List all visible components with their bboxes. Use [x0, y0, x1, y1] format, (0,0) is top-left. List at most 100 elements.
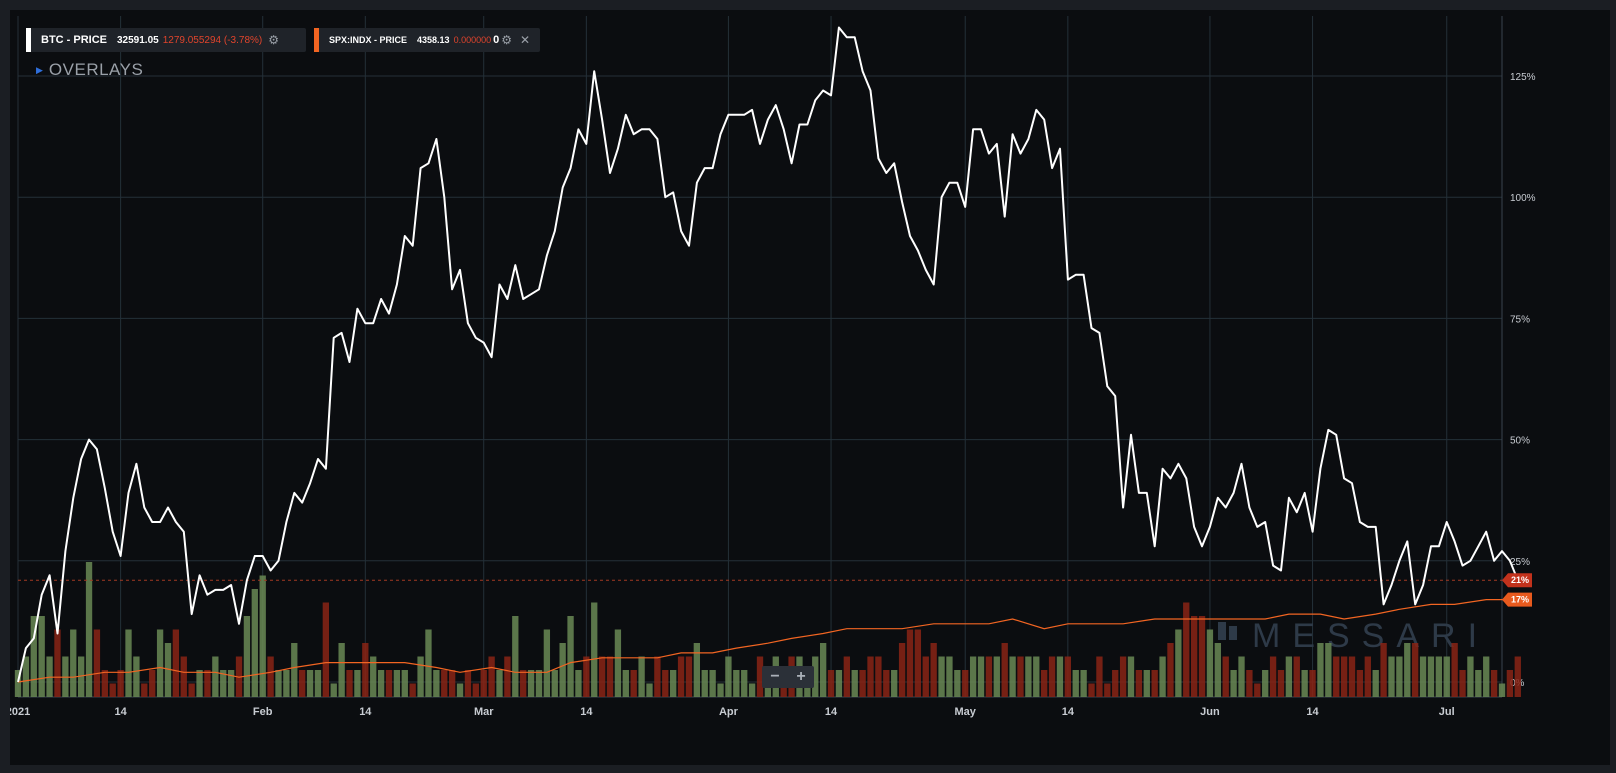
volume-bar — [677, 656, 685, 697]
volume-bar — [212, 656, 219, 697]
volume-bar — [685, 656, 693, 697]
btc-value-badge-text: 21% — [1511, 575, 1529, 585]
volume-bar — [1388, 656, 1395, 697]
volume-bar — [946, 656, 953, 697]
volume-bar — [267, 656, 274, 697]
volume-bar — [1238, 656, 1245, 697]
volume-bar — [1183, 602, 1190, 697]
volume-bar — [456, 683, 464, 697]
spx-price-line — [17, 599, 1518, 683]
volume-bar — [622, 670, 629, 697]
x-tick-label: Jun — [1200, 706, 1220, 718]
volume-bar — [630, 670, 637, 697]
volume-bar — [851, 670, 858, 697]
volume-bar — [251, 589, 258, 697]
volume-bar — [488, 656, 495, 697]
volume-bar — [1190, 616, 1198, 697]
volume-bar — [567, 616, 574, 697]
volume-bar — [472, 683, 479, 697]
volume-bar — [1451, 643, 1458, 697]
y-tick-label: 25% — [1510, 557, 1530, 568]
overlays-toggle[interactable]: ▶ OVERLAYS — [36, 60, 143, 80]
volume-bar — [1017, 656, 1024, 697]
volume-bar — [1475, 670, 1482, 697]
volume-bar — [906, 629, 914, 697]
volume-bar — [693, 643, 701, 697]
volume-bar — [196, 670, 203, 697]
volume-bar — [117, 670, 124, 697]
volume-bar — [835, 670, 843, 697]
chart-panel: 125%100%75%50%25%0%202114Feb14Mar14Apr14… — [10, 10, 1610, 765]
volume-bar — [1198, 616, 1206, 697]
volume-bar — [504, 656, 511, 697]
volume-bar — [109, 683, 116, 697]
x-tick-label: 14 — [359, 706, 372, 718]
volume-bar — [1309, 670, 1316, 697]
volume-bar — [614, 629, 622, 697]
volume-bar — [22, 656, 30, 697]
x-tick-label: Feb — [253, 706, 273, 718]
volume-bar — [1348, 656, 1356, 697]
legend-spx[interactable]: SPX:INDX - PRICE 4358.13 0.000000 0 ⚙ ✕ — [314, 28, 540, 52]
volume-bar — [259, 575, 266, 697]
volume-bar — [1404, 643, 1411, 697]
volume-bar — [1119, 656, 1127, 697]
volume-bar — [930, 643, 937, 697]
gear-icon[interactable]: ⚙ — [501, 33, 512, 47]
volume-bar — [1301, 670, 1308, 697]
x-tick-label: 14 — [1062, 706, 1075, 718]
volume-bar — [70, 629, 77, 697]
x-tick-label: 14 — [1306, 706, 1319, 718]
gear-icon[interactable]: ⚙ — [268, 33, 280, 47]
volume-bar — [370, 656, 377, 697]
volume-bar — [559, 643, 566, 697]
volume-bar — [464, 670, 472, 697]
legend-btc-swatch — [26, 28, 31, 52]
volume-bar — [1151, 670, 1158, 697]
volume-bar — [125, 629, 132, 697]
volume-bar — [1080, 670, 1087, 697]
volume-bar — [662, 670, 669, 697]
legend-btc-price: 32591.05 — [117, 34, 159, 46]
price-chart[interactable]: 125%100%75%50%25%0%202114Feb14Mar14Apr14… — [10, 10, 1610, 765]
volume-bar — [1056, 656, 1064, 697]
caret-right-icon: ▶ — [36, 64, 43, 75]
volume-bar — [1206, 629, 1214, 697]
x-tick-label: Jul — [1439, 706, 1455, 718]
volume-bar — [535, 670, 543, 697]
volume-bar — [962, 670, 969, 697]
legend-btc-name: BTC - PRICE — [41, 34, 107, 46]
volume-bar — [922, 656, 929, 697]
volume-bar — [433, 670, 440, 697]
watermark-text: MESSARI — [1252, 617, 1489, 655]
x-tick-label: 14 — [825, 706, 838, 718]
volume-bar — [385, 670, 393, 697]
zoom-out-button[interactable]: − — [770, 668, 780, 685]
volume-bar — [1364, 656, 1371, 697]
legend-spx-price: 4358.13 — [417, 35, 450, 45]
legend-btc-change: 1279.055294 (-3.78%) — [162, 34, 263, 46]
volume-bar — [938, 656, 945, 697]
volume-bar — [1514, 656, 1521, 697]
volume-bar — [741, 670, 748, 697]
zoom-in-button[interactable]: + — [796, 668, 806, 685]
legend-btc[interactable]: BTC - PRICE 32591.05 1279.055294 (-3.78%… — [26, 28, 306, 52]
volume-bar — [1412, 643, 1419, 697]
x-tick-label: 14 — [114, 706, 127, 718]
y-tick-label: 100% — [1510, 193, 1536, 204]
volume-bar — [243, 616, 251, 697]
volume-bar — [275, 670, 282, 697]
volume-bar — [954, 670, 961, 697]
volume-bar — [583, 656, 590, 697]
volume-bar — [1317, 643, 1324, 697]
volume-bar — [512, 616, 519, 697]
volume-bar — [1167, 643, 1174, 697]
volume-bar — [733, 670, 740, 697]
volume-bar — [1262, 670, 1269, 697]
volume-bar — [551, 670, 558, 697]
close-icon[interactable]: ✕ — [520, 33, 531, 47]
volume-bar — [1072, 670, 1079, 697]
volume-bar — [299, 670, 306, 697]
volume-bar — [843, 656, 850, 697]
volume-bar — [330, 683, 337, 697]
